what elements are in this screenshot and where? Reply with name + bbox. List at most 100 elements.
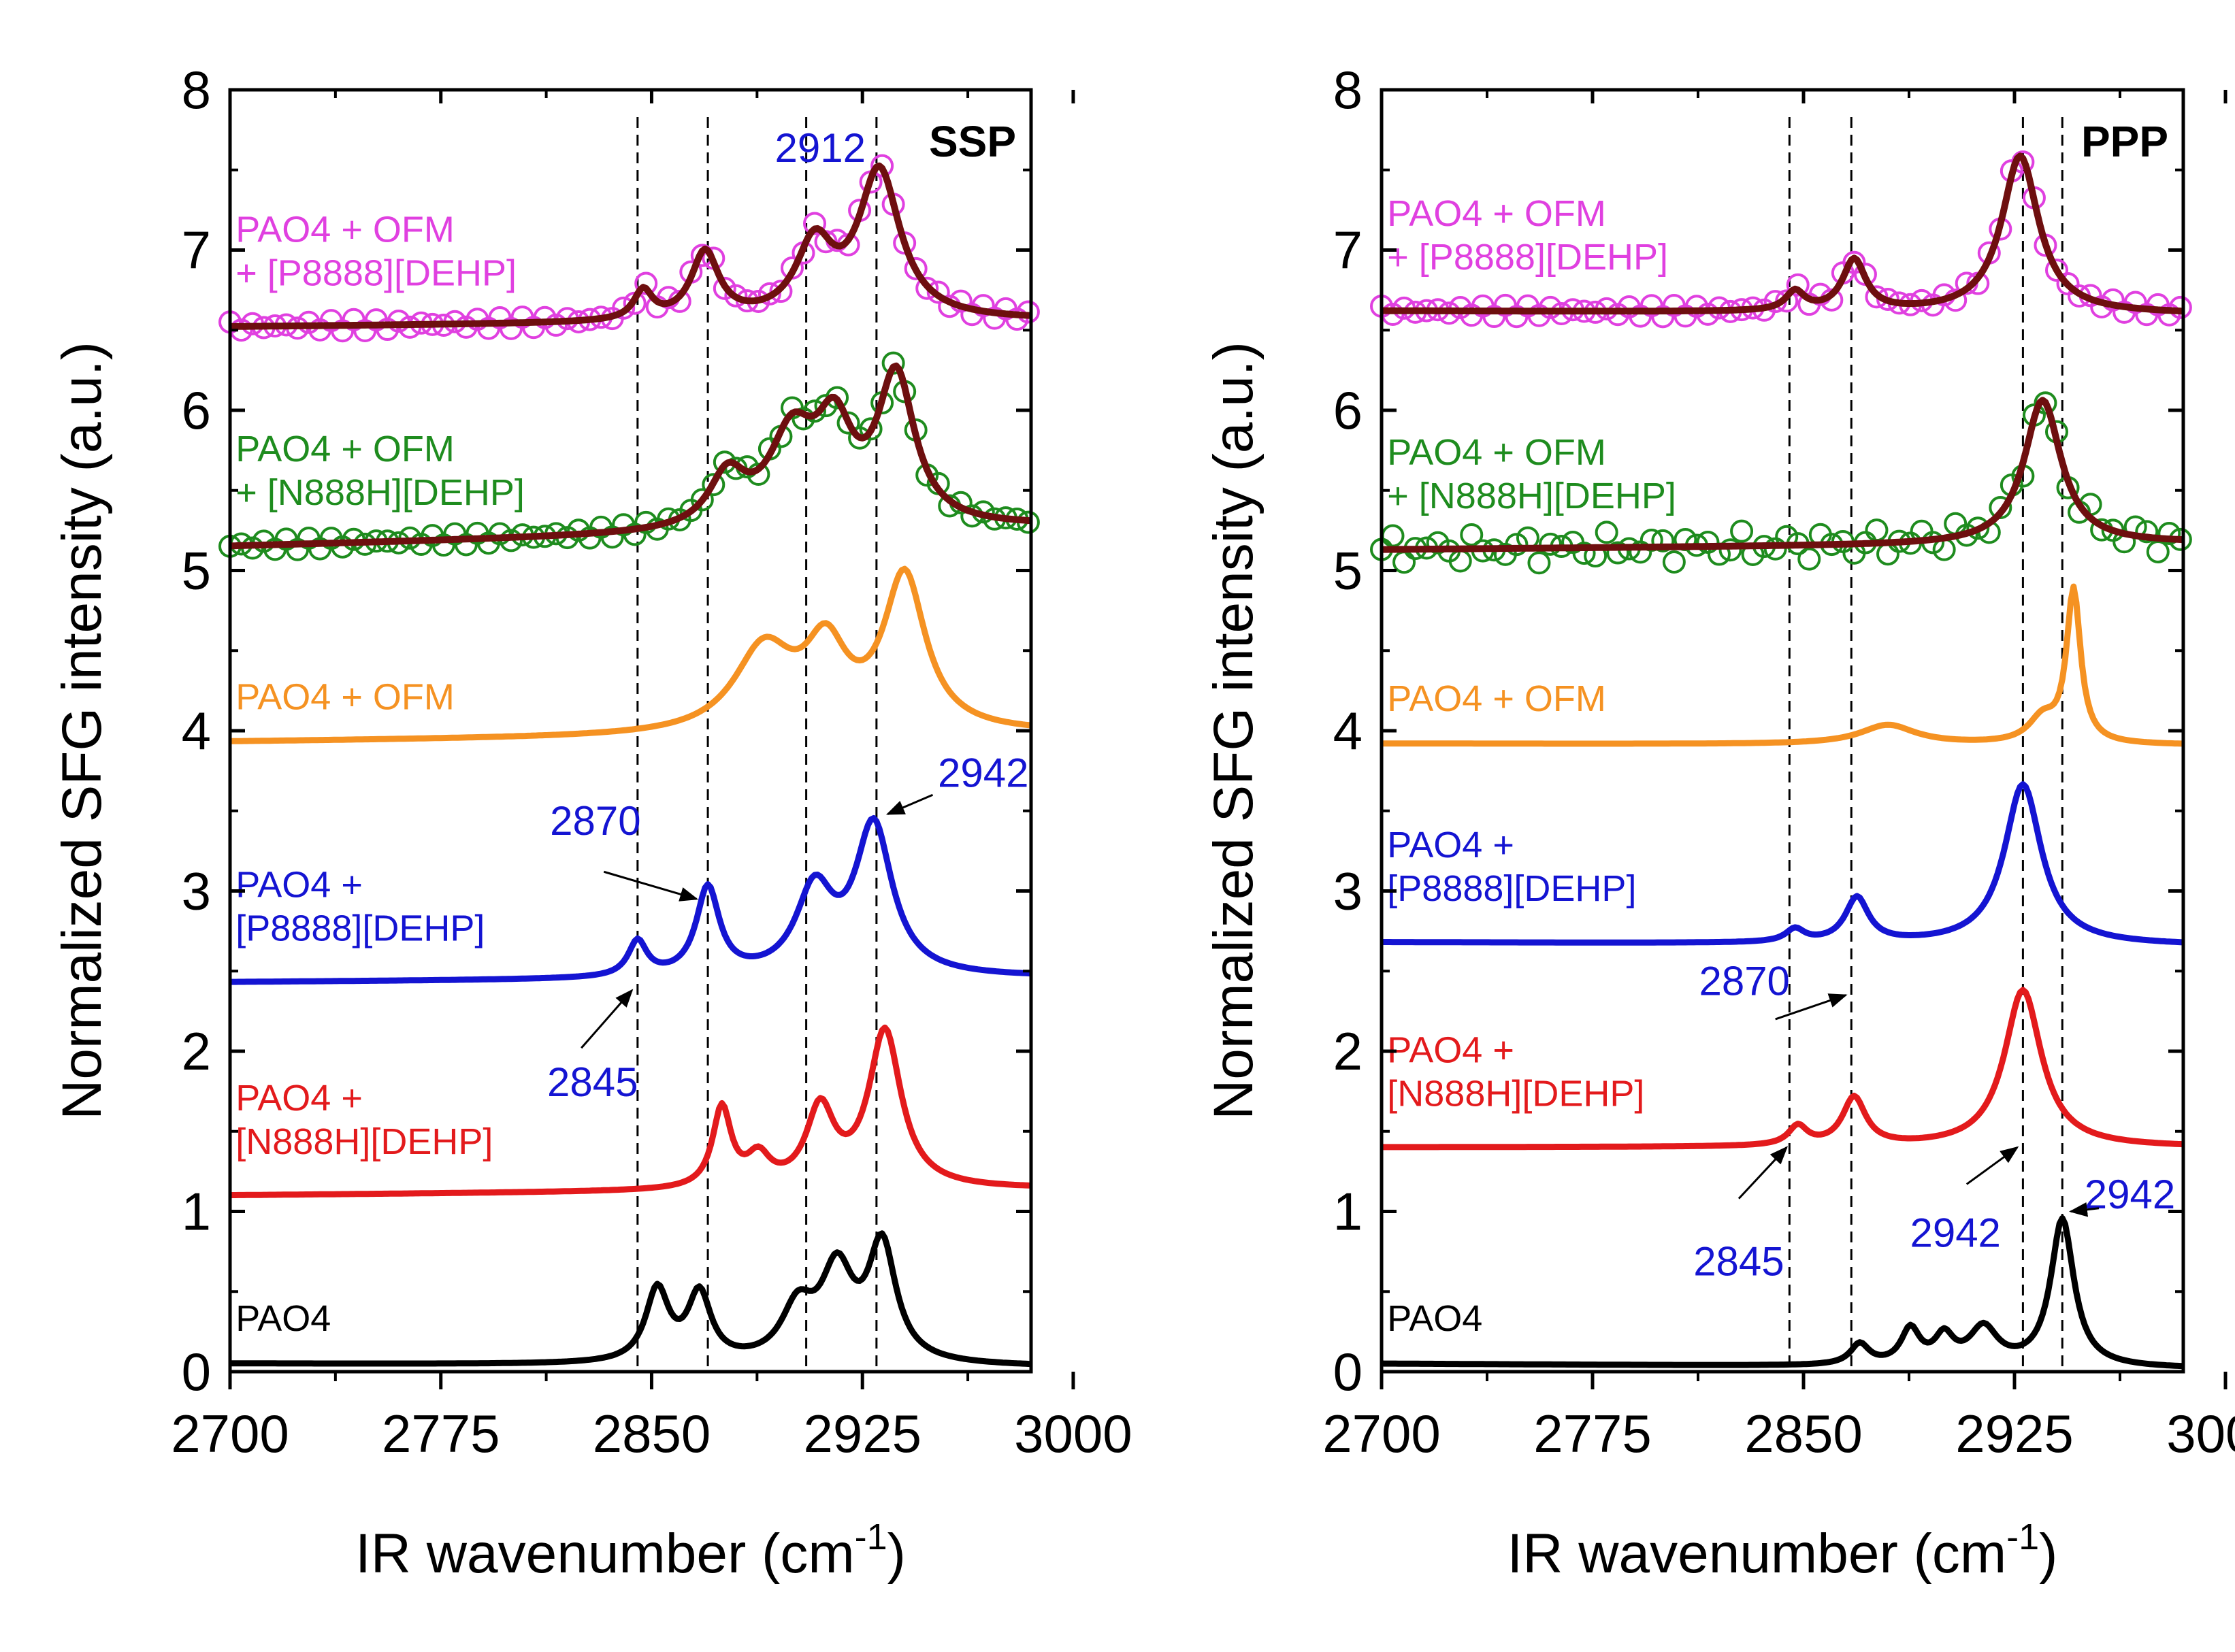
series-label: + [P8888][DEHP]	[1387, 237, 1668, 278]
series-label: PAO4 + OFM	[235, 429, 455, 469]
y-tick-label: 8	[1333, 60, 1363, 120]
series-line	[1381, 987, 2184, 1151]
data-point-marker	[690, 488, 714, 512]
annotation-arrow	[2068, 1202, 2100, 1217]
series-line	[229, 1230, 1032, 1368]
panel-title: SSP	[929, 117, 1016, 166]
series-label: PAO4 +	[235, 865, 363, 906]
y-tick-label: 4	[182, 701, 211, 761]
series-label: PAO4 + OFM	[1387, 193, 1606, 234]
data-point-marker	[915, 276, 939, 300]
series-line	[229, 1024, 1032, 1199]
x-axis-title: IR wavenumber (cm-1)	[355, 1517, 906, 1585]
series-line	[1381, 781, 2184, 946]
data-point-marker	[803, 212, 827, 235]
y-tick-label: 6	[1333, 380, 1363, 440]
data-point-marker	[836, 411, 860, 435]
y-tick-label: 5	[1333, 541, 1363, 601]
series-label: PAO4	[235, 1298, 331, 1339]
y-tick-label: 6	[182, 380, 211, 440]
data-point-marker	[612, 296, 636, 320]
x-axis-title-close: )	[887, 1523, 906, 1585]
data-point-marker	[1539, 295, 1562, 319]
data-point-marker	[1786, 273, 1810, 297]
y-tick-label: 0	[1333, 1342, 1363, 1402]
series-label: + [P8888][DEHP]	[235, 253, 517, 294]
y-axis-title: Normalized SFG intensity (a.u.)	[51, 342, 113, 1120]
x-tick-label: 2850	[593, 1404, 711, 1464]
fit-line	[1381, 152, 2184, 315]
y-tick-label: 1	[182, 1182, 211, 1242]
series-label: PAO4 +	[1387, 825, 1514, 865]
series-label: [N888H][DEHP]	[1387, 1073, 1644, 1114]
data-point-marker	[2135, 520, 2159, 544]
data-point-marker	[702, 473, 725, 497]
y-tick-label: 4	[1333, 701, 1363, 761]
data-point-marker	[1662, 550, 1686, 574]
x-tick-label: 2775	[382, 1404, 500, 1464]
series-label: PAO4 + OFM	[1387, 432, 1606, 473]
x-tick-label: 3000	[2166, 1404, 2235, 1464]
series-line	[1381, 1215, 2184, 1370]
series-label: PAO4 + OFM	[235, 676, 455, 717]
data-point-marker	[1718, 538, 1742, 562]
data-point-marker	[904, 257, 928, 280]
series-label: + [N888H][DEHP]	[1387, 476, 1676, 516]
data-point-marker	[2045, 259, 2068, 282]
series-label: [P8888][DEHP]	[1387, 868, 1636, 909]
data-point-marker	[1797, 547, 1821, 571]
data-point-marker	[1730, 519, 1754, 543]
data-point-marker	[2157, 522, 2181, 546]
annotation-arrow	[603, 870, 699, 902]
y-axis-title: Normalized SFG intensity (a.u.)	[1203, 342, 1265, 1120]
y-tick-label: 0	[182, 1342, 211, 1402]
x-tick-label: 2700	[171, 1404, 289, 1464]
y-tick-label: 3	[1333, 861, 1363, 921]
series-label: PAO4	[1387, 1298, 1482, 1339]
data-point-marker	[488, 522, 512, 546]
data-point-marker	[1527, 551, 1551, 575]
data-point-marker	[2034, 391, 2057, 415]
x-axis-title-superscript: -1	[855, 1517, 887, 1557]
data-point-marker	[926, 280, 950, 304]
data-point-marker	[1966, 516, 1990, 540]
series-line	[229, 815, 1032, 985]
x-tick-label: 2775	[1533, 1404, 1652, 1464]
data-point-marker	[387, 309, 410, 333]
x-tick-label: 2850	[1744, 1404, 1863, 1464]
data-point-marker	[769, 280, 793, 303]
panel-title: PPP	[2081, 117, 2168, 166]
x-axis-title-main: IR wavenumber (cm	[1507, 1523, 2007, 1585]
y-tick-label: 2	[182, 1021, 211, 1081]
series-label: PAO4 + OFM	[235, 210, 455, 250]
series-label: PAO4 + OFM	[1387, 678, 1606, 719]
x-axis-title: IR wavenumber (cm-1)	[1507, 1517, 2058, 1585]
annotation-arrow	[1965, 1146, 2019, 1185]
peak-annotation-label: 2845	[547, 1059, 638, 1105]
x-tick-label: 2925	[803, 1404, 921, 1464]
data-point-marker	[1572, 542, 1596, 565]
fit-line	[1381, 397, 2184, 553]
data-point-marker	[1460, 523, 1484, 546]
peak-annotation-label: 2870	[1699, 959, 1789, 1004]
annotation-arrow	[1738, 1146, 1789, 1200]
annotation-arrow	[885, 793, 934, 815]
data-point-marker	[1696, 302, 1720, 326]
data-point-marker	[724, 284, 748, 308]
annotation-arrow	[581, 989, 634, 1049]
peak-annotation-label: 2942	[1910, 1210, 2000, 1255]
series-label: [P8888][DEHP]	[235, 908, 485, 949]
x-tick-label: 2925	[1955, 1404, 2074, 1464]
x-axis-title-superscript: -1	[2006, 1517, 2039, 1557]
peak-annotation-label: 2912	[775, 125, 866, 171]
peak-annotation-label: 2942	[938, 750, 1028, 795]
y-tick-label: 2	[1333, 1021, 1363, 1081]
y-tick-label: 8	[182, 60, 211, 120]
peak-annotation-label: 2845	[1693, 1239, 1784, 1285]
x-axis-title-main: IR wavenumber (cm	[355, 1523, 855, 1585]
data-point-marker	[757, 282, 781, 305]
fit-line	[229, 362, 1032, 550]
y-tick-label: 7	[182, 220, 211, 280]
